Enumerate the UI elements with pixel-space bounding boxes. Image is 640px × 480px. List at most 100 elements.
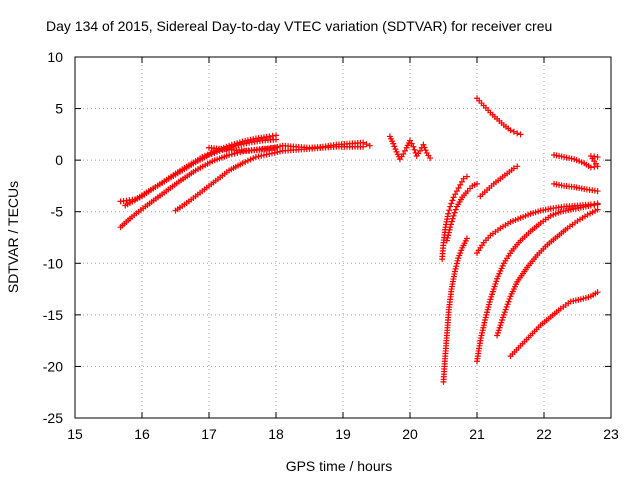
- data-point: [458, 178, 465, 185]
- data-point: [391, 143, 398, 150]
- data-point: [422, 147, 429, 154]
- data-point: [274, 149, 281, 156]
- data-point: [263, 151, 270, 158]
- data-point: [514, 130, 521, 137]
- x-tick-label: 20: [402, 426, 418, 442]
- data-point: [226, 151, 233, 158]
- series-arc-h: [440, 235, 470, 385]
- data-point: [443, 237, 450, 244]
- data-point: [594, 200, 601, 207]
- series-arc-l: [474, 95, 524, 138]
- x-tick-label: 16: [134, 426, 150, 442]
- x-tick-label: 19: [335, 426, 351, 442]
- data-point: [594, 154, 601, 161]
- data-point: [427, 155, 434, 162]
- data-point: [420, 141, 427, 148]
- data-point: [410, 143, 417, 150]
- data-point: [451, 209, 458, 216]
- data-point: [445, 229, 452, 236]
- data-point: [277, 148, 284, 155]
- data-point: [208, 150, 215, 157]
- data-point: [448, 221, 455, 228]
- series-arc-f: [386, 133, 434, 163]
- data-point: [266, 145, 273, 152]
- data-point: [510, 128, 517, 135]
- data-point: [502, 306, 509, 313]
- data-point: [454, 257, 461, 264]
- data-point: [448, 200, 455, 207]
- data-point: [239, 160, 246, 167]
- data-point: [244, 157, 251, 164]
- data-point: [448, 218, 455, 225]
- data-point: [501, 309, 508, 316]
- data-point: [463, 235, 470, 242]
- data-point: [273, 136, 279, 143]
- data-point: [449, 215, 456, 222]
- data-point: [411, 146, 418, 153]
- x-tick-label: 22: [536, 426, 552, 442]
- y-tick-label: 10: [47, 49, 63, 65]
- y-tick-label: 5: [55, 101, 63, 117]
- data-point: [242, 158, 249, 165]
- data-point: [507, 127, 514, 134]
- data-point: [503, 303, 510, 310]
- x-axis-label: GPS time / hours: [286, 458, 393, 474]
- data-point: [250, 155, 257, 162]
- data-point: [250, 136, 257, 143]
- data-point: [449, 197, 456, 204]
- y-tick-label: -15: [43, 307, 63, 323]
- data-point: [238, 141, 245, 148]
- series-arc-i: [443, 180, 480, 244]
- data-point: [360, 139, 367, 146]
- series-arc-g: [439, 173, 470, 263]
- data-point: [453, 188, 460, 195]
- data-point: [252, 154, 259, 161]
- y-tick-label: -10: [43, 255, 63, 271]
- data-point: [400, 150, 407, 157]
- data-point: [460, 175, 467, 182]
- series-arc-o: [494, 206, 601, 339]
- data-point: [450, 212, 457, 219]
- data-point: [271, 149, 278, 156]
- y-tick-label: 0: [55, 152, 63, 168]
- series-arc-k: [477, 163, 521, 200]
- series-arc-n: [507, 289, 601, 360]
- data-point: [447, 203, 454, 210]
- data-point: [444, 234, 451, 241]
- series-arc-e: [206, 139, 373, 154]
- x-tick-label: 17: [201, 426, 217, 442]
- data-point: [392, 146, 399, 153]
- x-tick-label: 18: [268, 426, 284, 442]
- data-point: [407, 137, 413, 144]
- data-point: [463, 173, 470, 180]
- y-tick-label: -5: [51, 204, 64, 220]
- data-point: [452, 206, 459, 213]
- data-point: [450, 194, 457, 201]
- data-point: [452, 191, 459, 198]
- series-arc-m: [474, 200, 601, 256]
- ticks: 15 16 17 18 19 20 21 22 23 -25 -20 -15 -10 -5 0 5 10: [43, 49, 619, 442]
- data-point: [445, 210, 452, 217]
- data-point: [243, 140, 250, 147]
- data-point: [447, 224, 454, 231]
- series-arc-q: [551, 180, 601, 195]
- data-point: [235, 142, 242, 149]
- data-point: [274, 143, 281, 150]
- x-tick-label: 15: [67, 426, 83, 442]
- data-point: [421, 144, 428, 151]
- series-arc-b: [122, 136, 279, 209]
- series-arc-d: [172, 143, 367, 214]
- data-point: [247, 156, 254, 163]
- data-point: [452, 265, 459, 272]
- data-point: [390, 140, 397, 147]
- data-point: [206, 151, 212, 158]
- data-point: [517, 131, 524, 138]
- data-point: [271, 144, 278, 151]
- data-point: [258, 152, 265, 159]
- data-point: [474, 180, 480, 187]
- data-point: [240, 148, 247, 155]
- chart-title: Day 134 of 2015, Sidereal Day-to-day VTE…: [46, 18, 552, 34]
- x-tick-label: 21: [469, 426, 485, 442]
